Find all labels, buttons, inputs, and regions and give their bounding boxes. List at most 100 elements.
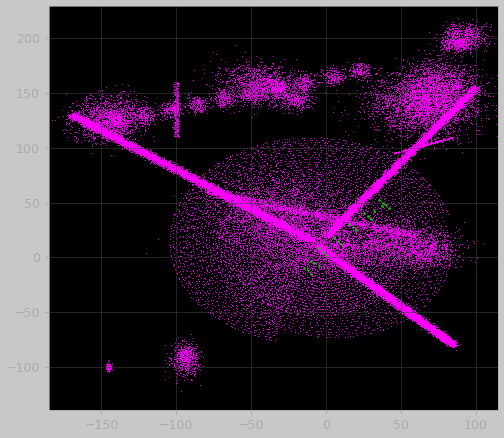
Point [389, 198, 397, 205]
Point [446, 37, 454, 44]
Point [465, 30, 473, 37]
Point [404, 308, 412, 315]
Point [396, 303, 404, 310]
Point [171, 98, 179, 105]
Point [83, 121, 91, 128]
Point [283, 300, 291, 307]
Point [449, 88, 457, 95]
Point [290, 92, 298, 99]
Point [354, 224, 362, 231]
Point [310, 275, 318, 282]
Point [362, 193, 370, 200]
Point [383, 173, 391, 180]
Point [313, 241, 322, 248]
Point [310, 141, 319, 148]
Point [430, 89, 438, 96]
Point [443, 89, 451, 96]
Point [372, 69, 381, 76]
Point [348, 271, 356, 278]
Point [375, 288, 383, 295]
Point [421, 92, 429, 99]
Point [282, 238, 290, 245]
Point [165, 168, 173, 175]
Point [433, 87, 442, 94]
Point [199, 243, 207, 250]
Point [428, 242, 436, 249]
Point [434, 73, 443, 80]
Point [112, 134, 120, 141]
Point [422, 132, 430, 139]
Point [211, 199, 219, 206]
Point [399, 157, 407, 164]
Point [475, 85, 483, 92]
Point [442, 92, 450, 99]
Point [301, 78, 309, 85]
Point [87, 112, 95, 119]
Point [287, 225, 295, 232]
Point [95, 121, 103, 128]
Point [380, 246, 388, 253]
Point [440, 335, 448, 342]
Point [445, 71, 453, 78]
Point [275, 223, 283, 230]
Point [207, 194, 215, 201]
Point [215, 162, 223, 169]
Point [355, 201, 363, 208]
Point [451, 100, 459, 107]
Point [356, 197, 364, 204]
Point [354, 244, 362, 251]
Point [426, 83, 434, 90]
Point [466, 90, 474, 97]
Point [389, 149, 397, 156]
Point [176, 262, 184, 269]
Point [415, 316, 423, 323]
Point [290, 213, 298, 220]
Point [143, 104, 151, 111]
Point [380, 174, 388, 181]
Point [386, 294, 394, 301]
Point [302, 244, 310, 251]
Point [245, 189, 253, 196]
Point [282, 90, 290, 97]
Point [453, 104, 461, 111]
Point [265, 212, 273, 219]
Point [220, 271, 228, 278]
Point [437, 332, 446, 339]
Point [453, 69, 461, 76]
Point [185, 108, 194, 115]
Point [319, 279, 327, 286]
Point [406, 311, 414, 318]
Point [232, 196, 240, 203]
Point [431, 80, 439, 87]
Point [427, 107, 435, 114]
Point [326, 213, 334, 220]
Point [363, 195, 371, 202]
Point [270, 181, 278, 188]
Point [421, 90, 429, 97]
Point [343, 266, 351, 273]
Point [458, 99, 466, 106]
Point [354, 198, 362, 205]
Point [427, 321, 435, 328]
Point [423, 257, 431, 264]
Point [301, 205, 309, 212]
Point [333, 212, 341, 219]
Point [221, 195, 229, 202]
Point [355, 292, 363, 299]
Point [199, 97, 207, 104]
Point [358, 278, 366, 285]
Point [265, 79, 273, 86]
Point [440, 78, 449, 85]
Point [173, 108, 181, 115]
Point [98, 131, 106, 138]
Point [322, 247, 330, 254]
Point [406, 127, 414, 134]
Point [294, 281, 302, 288]
Point [375, 285, 384, 292]
Point [240, 196, 248, 203]
Point [293, 95, 301, 102]
Point [411, 314, 419, 321]
Point [173, 357, 181, 364]
Point [278, 240, 286, 247]
Point [325, 191, 333, 198]
